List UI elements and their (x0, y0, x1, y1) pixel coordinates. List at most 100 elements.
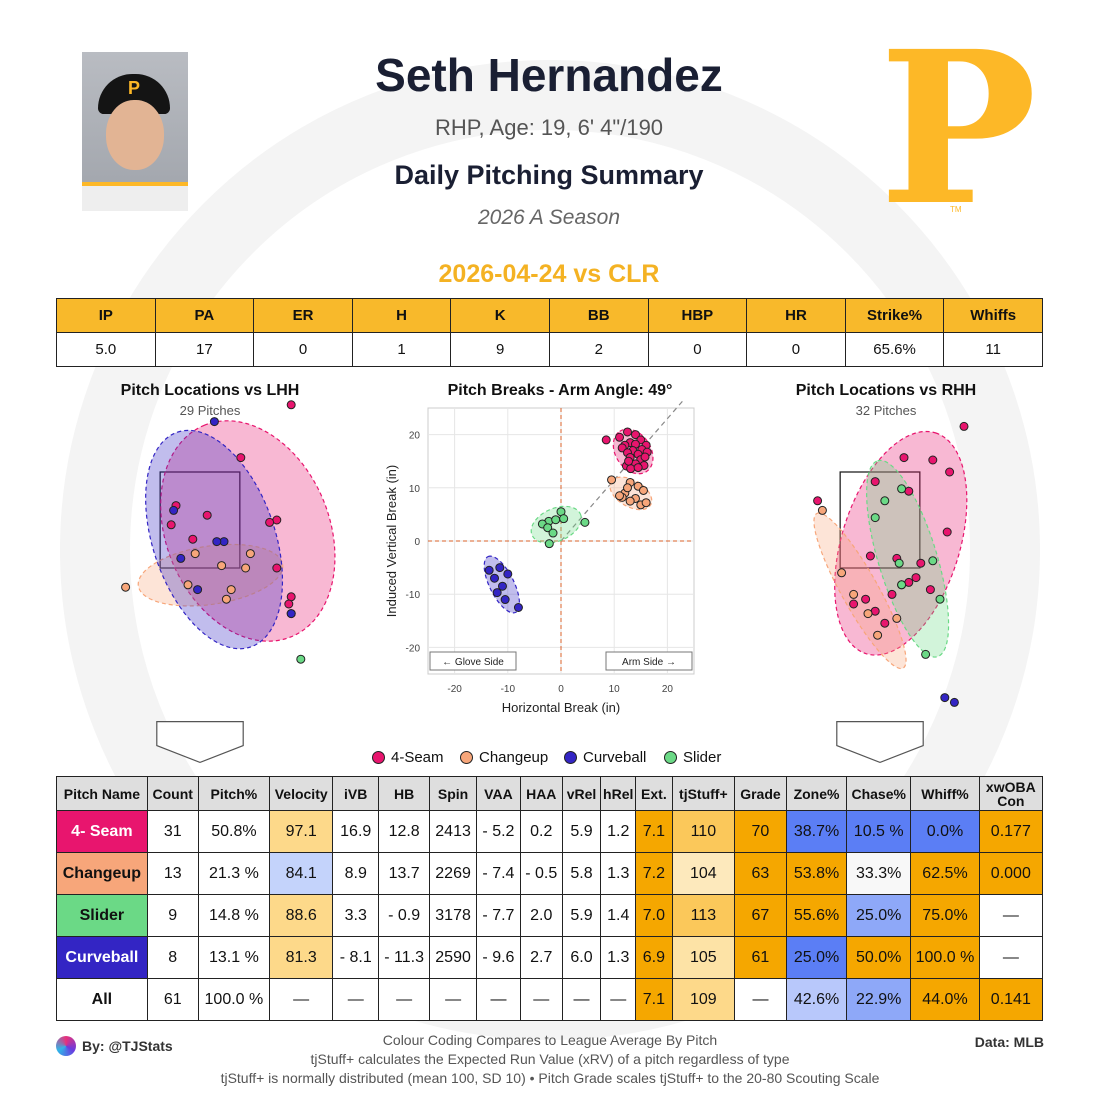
stats-row: Slider 9 14.8 % 88.6 3.3- 0.9 3178- 7.7 2.0 5.9… (56, 894, 1044, 937)
arm-side-label: Arm Side → (622, 657, 676, 668)
stats-header-whiff: Whiff% (910, 776, 980, 811)
changeup-location-point (863, 609, 873, 619)
slider-location-point (880, 496, 890, 506)
4-seam-location-point (928, 455, 938, 465)
stats-cell-whiff: 44.0% (910, 978, 980, 1021)
linescore-value-ip: 5.0 (56, 332, 156, 367)
stats-header-hb: HB (378, 776, 431, 811)
legend-swatch (460, 751, 473, 764)
4-seam-location-point (887, 589, 897, 599)
stats-header-pitch-name: Pitch Name (56, 776, 148, 811)
4-seam-location-point (166, 520, 176, 530)
slider-ellipse (530, 505, 582, 544)
stats-cell-ext: 7.2 (635, 852, 673, 895)
stats-cell-spin: 2413 (429, 810, 478, 853)
stats-cell-velocity: 88.6 (269, 894, 334, 937)
stats-cell-haa: 2.0 (519, 894, 563, 937)
rhh-panel-subtitle: 32 Pitches (855, 403, 917, 418)
stats-cell-pitch: 21.3 % (197, 852, 271, 895)
stats-cell-zone: 25.0% (785, 936, 848, 979)
curveball-location-point (209, 417, 219, 427)
stats-cell-pitch: 14.8 % (197, 894, 271, 937)
y-axis-label: Induced Vertical Break (in) (384, 465, 399, 617)
linescore-value-pa: 17 (154, 332, 255, 367)
stats-cell-whiff: 100.0 % (910, 936, 980, 979)
stats-cell-zone: 53.8% (785, 852, 848, 895)
linescore-header-whiffs: Whiffs (943, 298, 1043, 333)
4-seam-location-point (916, 558, 926, 568)
linescore-header-k: K (450, 298, 550, 333)
legend-label: Curveball (583, 749, 647, 766)
stats-cell-zone: 42.6% (785, 978, 848, 1021)
stats-header-xwoba-con: xwOBA Con (978, 776, 1044, 811)
strike-zone (839, 471, 921, 569)
stats-cell-haa: 0.2 (519, 810, 563, 853)
changeup-location-point (217, 561, 227, 571)
stats-cell-grade: 67 (733, 894, 787, 937)
linescore-value-whiffs: 11 (943, 332, 1043, 367)
stats-cell-xwoba-con: 0.177 (978, 810, 1044, 853)
linescore-header-pa: PA (154, 298, 255, 333)
changeup-location-point (817, 505, 827, 515)
stats-cell-xwoba-con: — (978, 936, 1044, 979)
stats-cell-vaa: - 9.6 (476, 936, 521, 979)
stats-cell-whiff: 0.0% (910, 810, 980, 853)
slider-break-point (544, 539, 554, 549)
data-source: Data: MLB (974, 1034, 1044, 1050)
lhh-location-chart (121, 400, 336, 764)
linescore-value-hr: 0 (746, 332, 846, 367)
stats-header-zone: Zone% (785, 776, 848, 811)
4-seam-break-point (640, 452, 650, 462)
4-seam-location-point (236, 453, 246, 463)
slider-location-point (897, 484, 907, 494)
stats-header-chase: Chase% (846, 776, 912, 811)
stats-cell-hrel: 1.3 (600, 936, 637, 979)
stats-cell-pitch: 13.1 % (197, 936, 271, 979)
stats-cell-hb: — (378, 978, 431, 1021)
4-seam-break-point (615, 432, 625, 442)
4-seam-location-ellipse (160, 420, 336, 642)
changeup-location-point (121, 582, 131, 592)
stats-header-spin: Spin (429, 776, 478, 811)
4-seam-break-point (626, 464, 636, 474)
stats-cell-hb: - 0.9 (378, 894, 431, 937)
team-logo: P TM (879, 5, 1037, 252)
changeup-break-point (607, 475, 617, 485)
linescore-header-er: ER (253, 298, 353, 333)
stats-cell-ext: 7.1 (635, 810, 673, 853)
stats-cell-chase: 10.5 % (846, 810, 912, 853)
stats-cell-pitch-name: All (56, 978, 148, 1021)
curveball-break-point (500, 595, 510, 605)
legend-swatch (664, 751, 677, 764)
stats-cell-pitch-name: Slider (56, 894, 148, 937)
stats-cell-spin: — (429, 978, 478, 1021)
curveball-location-point (949, 697, 959, 707)
stats-cell-tjstuff: 110 (671, 810, 735, 853)
rhh-location-chart (813, 421, 969, 764)
stats-cell-hb: - 11.3 (378, 936, 431, 979)
season-label: 2026 A Season (477, 206, 621, 229)
changeup-location-point (245, 549, 255, 559)
curveball-location-point (193, 585, 203, 595)
stats-cell-pitch-name: 4- Seam (56, 810, 148, 853)
stats-cell-tjstuff: 104 (671, 852, 735, 895)
stats-cell-vrel: 5.9 (561, 810, 602, 853)
slider-location-ellipse-group (866, 459, 950, 658)
linescore-value-hbp: 0 (647, 332, 748, 367)
stats-header-grade: Grade (733, 776, 787, 811)
linescore-header-bb: BB (548, 298, 649, 333)
stats-header-vaa: VAA (476, 776, 521, 811)
curveball-break-point (495, 563, 505, 573)
pitch-breaks-chart: -20 -10 0 10 20 -20 -10 0 10 20 ← Glove Side Arm Si… (384, 400, 695, 715)
changeup-break-point (638, 485, 648, 495)
4-seam-location-point (849, 599, 859, 609)
stats-row: All 61 100.0 % — — — — — — — —7.1 109—42.6% 22.9% 44.… (56, 978, 1044, 1021)
linescore-header-ip: IP (56, 298, 156, 333)
4-seam-location-point (870, 477, 880, 487)
curveball-break-point (497, 581, 507, 591)
linescore-value-er: 0 (253, 332, 353, 367)
stats-cell-pitch-name: Curveball (56, 936, 148, 979)
stats-cell-spin: 3178 (429, 894, 478, 937)
face (106, 100, 164, 170)
stats-cell-velocity: 84.1 (269, 852, 334, 895)
